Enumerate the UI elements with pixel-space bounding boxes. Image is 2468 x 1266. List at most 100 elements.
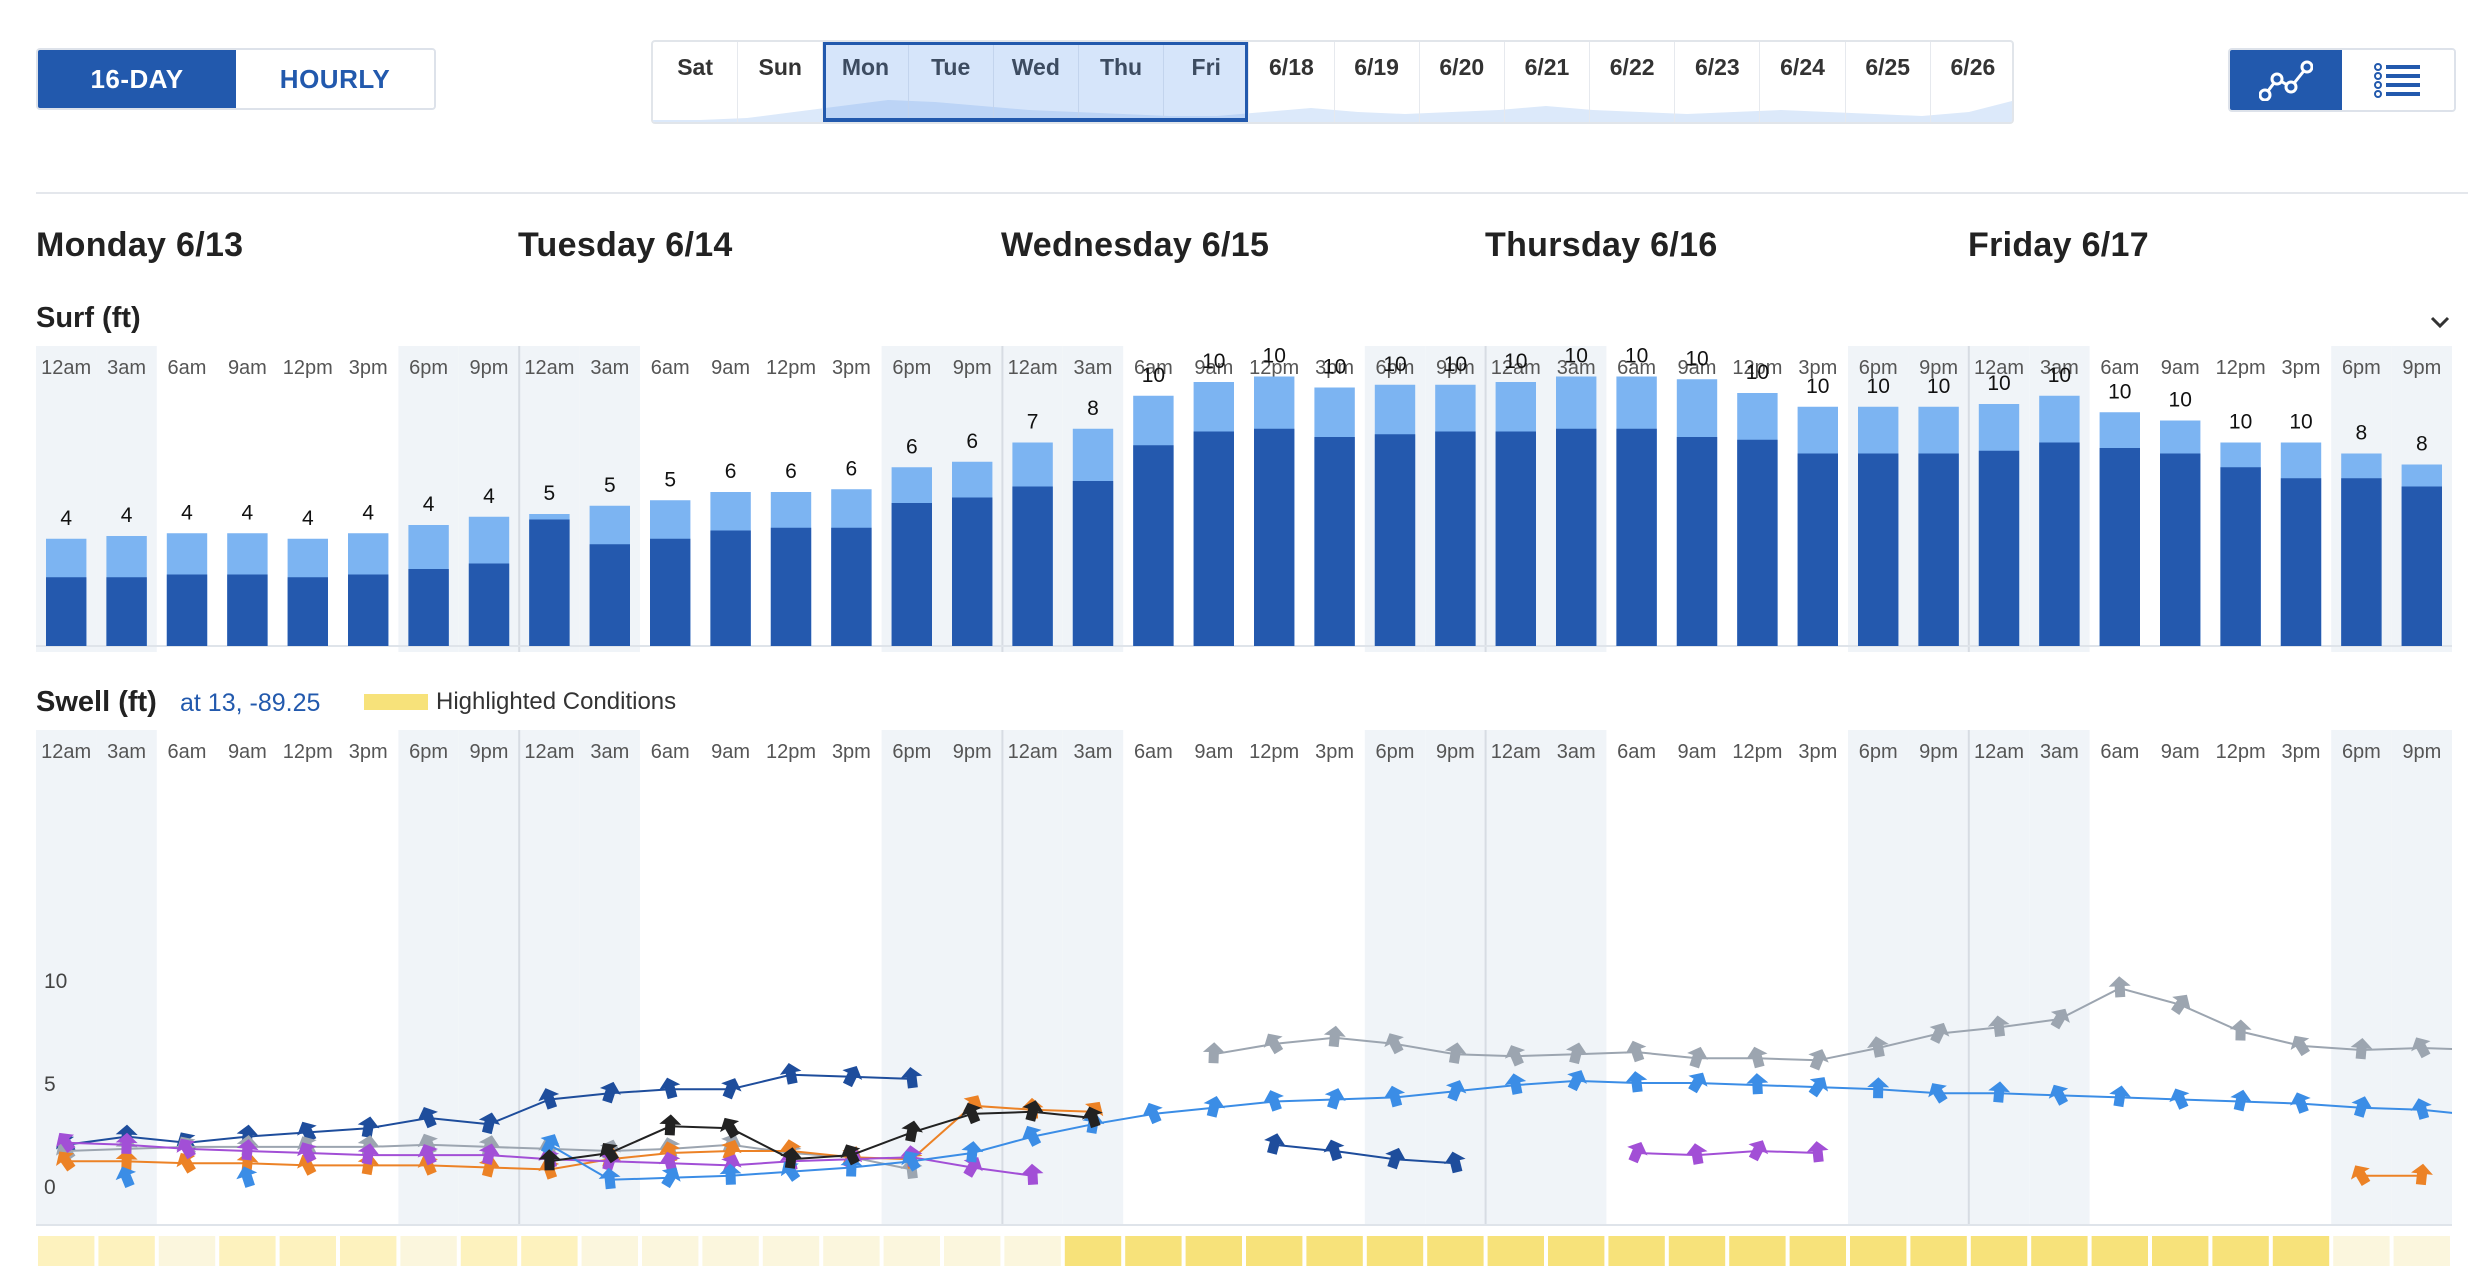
swell-direction-arrow xyxy=(1988,1081,2011,1103)
surf-bar-label: 4 xyxy=(302,507,314,530)
surf-bar-label: 10 xyxy=(1202,350,1225,373)
day-strip-item[interactable]: Sun xyxy=(738,42,824,122)
surf-bar-min xyxy=(1676,437,1718,646)
tab-hourly[interactable]: HOURLY xyxy=(236,50,434,108)
swell-hour-label: 9am xyxy=(228,741,267,763)
surf-bar-min xyxy=(46,577,87,646)
swell-direction-arrow xyxy=(1263,1090,1284,1112)
selected-day-range[interactable] xyxy=(823,42,1248,122)
surf-bar-min xyxy=(1012,486,1053,646)
surf-bar-label: 10 xyxy=(1927,375,1950,398)
swell-direction-arrow xyxy=(297,1121,317,1143)
chart-view-button[interactable] xyxy=(2230,50,2342,110)
tab-16-day[interactable]: 16-DAY xyxy=(38,50,236,108)
swell-hour-label: 6pm xyxy=(2342,741,2381,763)
day-strip-item[interactable]: Sat xyxy=(653,42,739,122)
swell-direction-arrow xyxy=(1022,1100,1044,1122)
swell-location[interactable]: at 13, -89.25 xyxy=(180,689,321,717)
day-strip-item[interactable]: Thu xyxy=(1079,42,1165,122)
day-strip-item[interactable]: 6/24 xyxy=(1760,42,1846,122)
swell-hour-label: 3pm xyxy=(832,741,871,763)
surf-hour-label: 3am xyxy=(107,357,146,379)
swell-direction-arrow xyxy=(1625,1040,1647,1063)
highlight-cell xyxy=(158,1236,216,1266)
swell-night-shade xyxy=(1546,730,1607,1226)
surf-chart-title: Surf (ft) xyxy=(36,302,141,334)
swell-hour-label: 9pm xyxy=(1436,741,1475,763)
swell-hour-label: 12pm xyxy=(766,741,816,763)
swell-direction-arrow xyxy=(1566,1042,1588,1065)
swell-direction-arrow xyxy=(2169,1088,2190,1110)
swell-night-shade xyxy=(1908,730,1969,1226)
swell-direction-arrow xyxy=(1688,1072,1708,1094)
highlight-cell xyxy=(702,1236,759,1266)
swell-direction-arrow xyxy=(1264,1133,1286,1155)
swell-hour-label: 6am xyxy=(651,741,690,763)
highlight-cell xyxy=(400,1236,457,1266)
day-selector-strip[interactable]: Sat Sun Mon Tue Wed Thu Fri 6/18 6/19 6/20 6/21 6/2… xyxy=(651,40,2014,124)
surf-bar-min xyxy=(1556,428,1597,646)
day-strip-item[interactable]: Tue xyxy=(909,42,994,122)
surf-bar-min xyxy=(1858,453,1899,646)
swell-night-shade xyxy=(2391,730,2452,1226)
surf-chart: 12am 3am 6am 9am 12pm 3pm 6pm 9pm 12am 3am 6am 9am 1… xyxy=(36,346,2452,652)
swell-series-line xyxy=(549,1110,1094,1163)
swell-direction-arrow xyxy=(1445,1080,1467,1102)
swell-direction-arrow xyxy=(779,1063,802,1085)
surf-bar-label: 6 xyxy=(725,460,737,483)
surf-bar-min xyxy=(106,577,147,646)
swell-direction-arrow xyxy=(538,1088,560,1110)
highlight-cell xyxy=(1729,1236,1786,1266)
swell-hour-label: 3am xyxy=(1557,741,1596,763)
swell-direction-arrow xyxy=(1323,1139,1345,1162)
swell-hour-label: 9pm xyxy=(953,741,992,763)
view-toggle xyxy=(2228,48,2456,112)
surf-bar-label: 8 xyxy=(1087,397,1099,420)
day-strip-item[interactable]: 6/21 xyxy=(1505,42,1591,122)
swell-direction-arrow xyxy=(176,1138,196,1160)
surf-bar-min xyxy=(1797,453,1838,646)
day-strip-item[interactable]: 6/18 xyxy=(1249,42,1335,122)
surf-bar-min xyxy=(1737,439,1778,646)
swell-hour-label: 3am xyxy=(107,741,146,763)
swell-night-shade xyxy=(1062,730,1124,1226)
swell-direction-arrow xyxy=(2411,1163,2433,1186)
surf-bar-min xyxy=(1495,431,1536,646)
swell-night-shade xyxy=(2029,730,2090,1226)
collapse-chevron-icon[interactable] xyxy=(2428,310,2452,334)
surf-hour-label: 12am xyxy=(1974,357,2024,379)
swell-direction-arrow xyxy=(478,1143,501,1166)
swell-direction-arrow xyxy=(1627,1141,1648,1164)
surf-bar-label: 8 xyxy=(2356,422,2368,445)
day-strip-item[interactable]: 6/23 xyxy=(1675,42,1761,122)
swell-direction-arrow xyxy=(540,1134,561,1156)
swell-hour-label: 6am xyxy=(1134,741,1173,763)
surf-bar-label: 4 xyxy=(60,507,72,530)
surf-bar-label: 6 xyxy=(966,430,978,453)
swell-hour-label: 3am xyxy=(1074,741,1113,763)
day-strip-item[interactable]: 6/25 xyxy=(1846,42,1931,122)
surf-bar-label: 4 xyxy=(242,501,254,524)
swell-hour-label: 12pm xyxy=(1249,741,1299,763)
list-view-button[interactable] xyxy=(2342,50,2454,110)
highlight-cell xyxy=(883,1236,940,1266)
day-strip-item[interactable]: Fri xyxy=(1164,42,1250,122)
surf-bar-min xyxy=(1435,431,1476,646)
swell-direction-arrow xyxy=(2048,1084,2069,1106)
swell-direction-arrow xyxy=(1444,1151,1466,1174)
day-strip-item[interactable]: 6/20 xyxy=(1420,42,1505,122)
day-strip-item[interactable]: Wed xyxy=(994,42,1079,122)
highlight-cell xyxy=(2152,1236,2209,1266)
day-strip-item[interactable]: 6/26 xyxy=(1931,42,2012,122)
surf-bar-label: 10 xyxy=(1625,346,1648,368)
swell-hour-label: 12pm xyxy=(283,741,333,763)
day-strip-item[interactable]: 6/19 xyxy=(1335,42,1420,122)
day-strip-item[interactable]: Mon xyxy=(823,42,909,122)
surf-hour-label: 12pm xyxy=(2216,357,2266,379)
swell-direction-arrow xyxy=(2350,1038,2373,1060)
swell-direction-arrow xyxy=(1263,1033,1284,1055)
swell-direction-arrow xyxy=(2350,1165,2371,1186)
swell-direction-arrow xyxy=(417,1144,438,1166)
day-strip-item[interactable]: 6/22 xyxy=(1590,42,1676,122)
surf-hour-label: 12am xyxy=(524,357,574,379)
